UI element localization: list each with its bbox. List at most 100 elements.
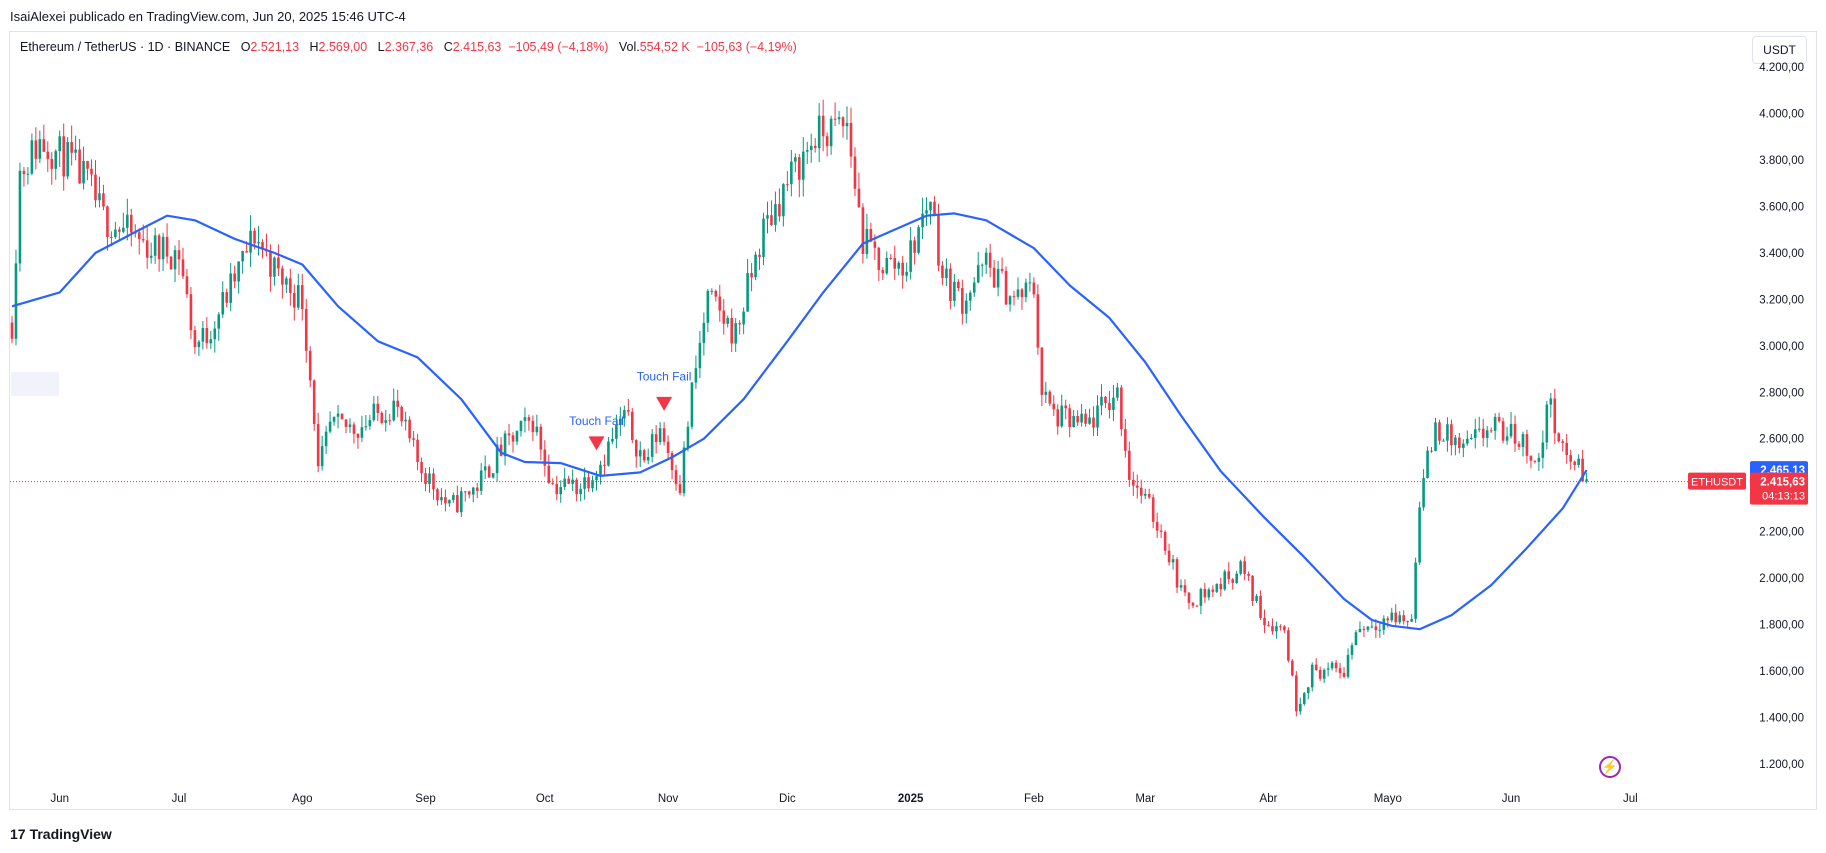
candle-body xyxy=(1139,487,1143,496)
candle-body xyxy=(372,403,376,421)
candle-body xyxy=(968,292,972,301)
last-price-label: 2.415,63 xyxy=(1760,477,1805,489)
candle-body xyxy=(137,232,141,240)
candle-body xyxy=(241,251,244,262)
candle-body xyxy=(702,322,706,343)
candle-body xyxy=(579,488,582,495)
x-tick-label: Mayo xyxy=(1374,793,1402,805)
candle-body xyxy=(388,420,392,422)
candle-body xyxy=(917,227,920,253)
candle-body xyxy=(1402,615,1405,622)
y-tick-label: 1.600,00 xyxy=(1759,666,1804,678)
candle-body xyxy=(543,449,547,466)
candle-body xyxy=(1048,391,1052,404)
candle-body xyxy=(996,269,1000,288)
candle-body xyxy=(662,428,666,442)
candle-body xyxy=(1159,530,1163,532)
candle-body xyxy=(559,487,563,495)
candle-body xyxy=(778,204,781,217)
candle-body xyxy=(817,115,821,149)
candle-body xyxy=(1378,629,1382,631)
candle-body xyxy=(384,420,388,423)
candle-body xyxy=(905,271,908,276)
candle-body xyxy=(1143,493,1147,496)
candle-body xyxy=(1195,605,1199,607)
candle-body xyxy=(452,495,455,501)
candle-body xyxy=(436,489,439,501)
sell-marker-triangle[interactable] xyxy=(588,436,605,451)
candle-body xyxy=(1287,630,1290,661)
candle-body xyxy=(619,418,622,426)
candle-body xyxy=(992,267,996,288)
candle-body xyxy=(1521,434,1525,447)
candle-body xyxy=(1044,391,1048,395)
candle-body xyxy=(1346,654,1350,677)
candle-body xyxy=(169,256,173,270)
candle-body xyxy=(1036,294,1040,348)
symbol-title[interactable]: Ethereum / TetherUS · 1D · BINANCE xyxy=(20,40,231,54)
candle-body xyxy=(801,151,805,180)
candle-body xyxy=(774,204,777,225)
touch-fail-annotation[interactable]: Touch Fail xyxy=(569,414,624,428)
candle-body xyxy=(527,417,531,421)
collapsed-indicator-box[interactable] xyxy=(11,372,59,396)
candle-body xyxy=(58,136,62,152)
candle-body xyxy=(1497,416,1501,422)
candle-body xyxy=(90,168,93,175)
candle-body xyxy=(1020,289,1024,298)
candle-body xyxy=(129,214,133,233)
candle-body xyxy=(1493,416,1497,431)
symbol-legend: Ethereum / TetherUS · 1D · BINANCE O2.52… xyxy=(20,40,797,54)
x-tick-label: Oct xyxy=(536,793,555,805)
candle-body xyxy=(1454,437,1457,446)
x-tick-label: Abr xyxy=(1260,793,1278,805)
candle-body xyxy=(730,317,734,344)
x-tick-label: Jul xyxy=(172,793,187,805)
candle-body xyxy=(988,252,992,268)
touch-fail-annotation[interactable]: Touch Fail xyxy=(637,370,692,384)
candle-body xyxy=(467,491,471,495)
x-tick-label: Sep xyxy=(415,793,435,805)
y-tick-label: 4.000,00 xyxy=(1759,108,1804,120)
candle-body xyxy=(957,281,960,289)
candle-body xyxy=(754,254,757,278)
candle-body xyxy=(1517,443,1521,447)
x-tick-label: Jul xyxy=(1623,793,1638,805)
candle-body xyxy=(1199,588,1203,606)
candle-body xyxy=(376,403,380,413)
candle-body xyxy=(70,142,73,153)
candle-body xyxy=(185,276,189,295)
candle-body xyxy=(825,136,829,147)
candle-body xyxy=(1203,588,1207,598)
candle-body xyxy=(921,213,924,228)
candle-body xyxy=(1418,507,1421,563)
candle-body xyxy=(627,410,630,412)
high-value: 2.569,00 xyxy=(318,40,368,54)
sell-marker-triangle[interactable] xyxy=(656,396,673,411)
candle-body xyxy=(809,145,813,151)
candle-body xyxy=(440,497,443,501)
candle-body xyxy=(408,419,411,439)
candle-body xyxy=(332,416,336,422)
candle-body xyxy=(1211,589,1215,592)
candle-body xyxy=(1302,693,1306,704)
candle-body xyxy=(1151,497,1155,522)
y-tick-label: 3.800,00 xyxy=(1759,155,1804,167)
volume-change: −105,63 (−4,19%) xyxy=(696,40,797,54)
lightning-icon[interactable]: ⚡ xyxy=(1599,756,1621,778)
candle-body xyxy=(1227,571,1231,580)
candle-body xyxy=(913,240,916,253)
candle-body xyxy=(46,151,50,160)
candle-body xyxy=(901,262,904,276)
candle-body xyxy=(1573,461,1576,465)
candle-body xyxy=(1012,296,1016,298)
candle-body xyxy=(547,465,551,483)
chart-frame xyxy=(9,31,1817,810)
symbol-tag-label: ETHUSDT xyxy=(1691,477,1743,489)
candle-body xyxy=(1458,437,1461,449)
currency-button[interactable]: USDT xyxy=(1752,36,1807,64)
candle-body xyxy=(1028,282,1032,284)
candle-body xyxy=(1004,270,1008,305)
candle-body xyxy=(1187,592,1191,603)
